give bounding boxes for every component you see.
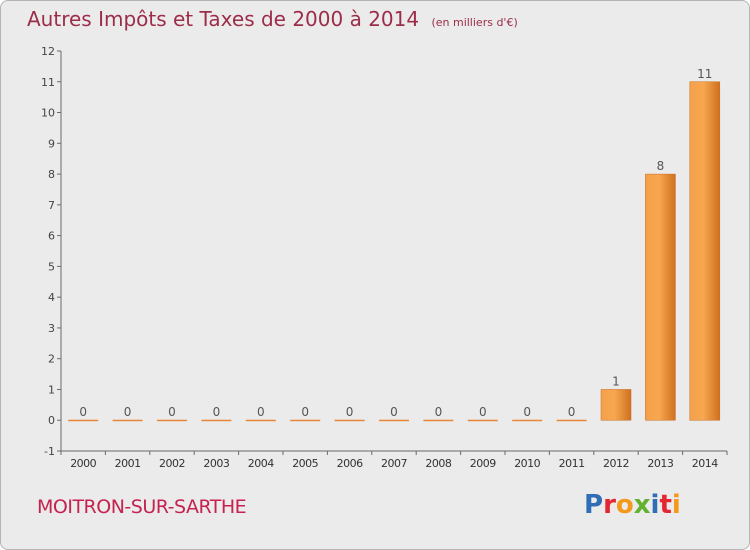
logo-letter: o	[615, 490, 634, 520]
y-tick-label: 3	[48, 322, 55, 335]
data-label: 0	[257, 405, 265, 419]
data-label: 0	[435, 405, 443, 419]
bar	[157, 419, 187, 422]
location-label: MOITRON-SUR-SARTHE	[37, 496, 247, 518]
logo-letter: P	[584, 490, 604, 520]
bar	[512, 419, 543, 422]
chart-unit-text: (en milliers d'€)	[431, 16, 518, 29]
data-label: 0	[301, 405, 309, 419]
x-tick-label: 2004	[248, 457, 274, 470]
y-tick-label: 4	[48, 291, 55, 304]
y-tick-label: 10	[41, 107, 55, 120]
x-tick-label: 2012	[603, 457, 629, 470]
data-label: 0	[523, 405, 531, 419]
chart-title: Autres Impôts et Taxes de 2000 à 2014 (e…	[27, 7, 518, 31]
data-label: 0	[390, 405, 398, 419]
y-tick-label: 1	[48, 383, 55, 396]
bar	[556, 419, 587, 422]
data-label: 0	[168, 405, 176, 419]
bar	[112, 419, 143, 422]
bar	[645, 173, 676, 421]
x-tick-label: 2000	[70, 457, 96, 470]
data-label: 11	[697, 67, 712, 81]
x-tick-label: 2005	[292, 457, 318, 470]
x-tick-label: 2006	[337, 457, 363, 470]
x-tick-label: 2014	[692, 457, 718, 470]
y-tick-label: 2	[48, 353, 55, 366]
bar	[290, 419, 321, 422]
y-tick-label: 6	[48, 230, 55, 243]
x-tick-label: 2009	[470, 457, 496, 470]
logo-letter: t	[659, 490, 672, 520]
data-labels: 0 0 0 0 0 0 0 0 0 0 0 0 1 8 11	[79, 67, 712, 419]
logo-letter: i	[671, 490, 681, 520]
bar	[245, 419, 276, 422]
bar	[334, 419, 365, 422]
y-tick-label: 0	[48, 414, 55, 427]
proxiti-logo: Proxiti	[584, 490, 681, 520]
y-tick-label: -1	[44, 445, 55, 458]
data-label: 0	[346, 405, 354, 419]
y-tick-label: 11	[41, 76, 55, 89]
x-tick-label: 2013	[647, 457, 673, 470]
x-tick-label: 2003	[203, 457, 229, 470]
x-tick-label: 2010	[514, 457, 540, 470]
bar	[600, 389, 632, 421]
bar	[68, 419, 99, 422]
logo-letter: i	[650, 490, 660, 520]
bars	[68, 81, 721, 422]
y-tick-label: 12	[41, 45, 55, 58]
logo-letter: x	[633, 490, 651, 520]
x-tick-label: 2007	[381, 457, 407, 470]
data-label: 8	[657, 159, 665, 173]
data-label: 0	[124, 405, 132, 419]
x-tick-label: 2002	[159, 457, 185, 470]
y-tick-label: 5	[48, 260, 55, 273]
y-tick-label: 9	[48, 137, 55, 150]
y-tick-label: 8	[48, 168, 55, 181]
x-tick-label: 2011	[559, 457, 585, 470]
data-label: 0	[213, 405, 221, 419]
x-tick-label: 2001	[115, 457, 141, 470]
bar	[689, 81, 721, 421]
bar	[467, 419, 498, 422]
bar	[201, 419, 232, 422]
chart-title-text: Autres Impôts et Taxes de 2000 à 2014	[27, 7, 420, 31]
data-label: 0	[568, 405, 576, 419]
data-label: 0	[479, 405, 487, 419]
data-label: 0	[79, 405, 87, 419]
data-label: 1	[612, 374, 620, 388]
logo-letter: r	[603, 490, 616, 520]
bar	[423, 419, 454, 422]
x-tick-label: 2008	[425, 457, 451, 470]
y-tick-label: 7	[48, 199, 55, 212]
bar	[379, 419, 409, 422]
